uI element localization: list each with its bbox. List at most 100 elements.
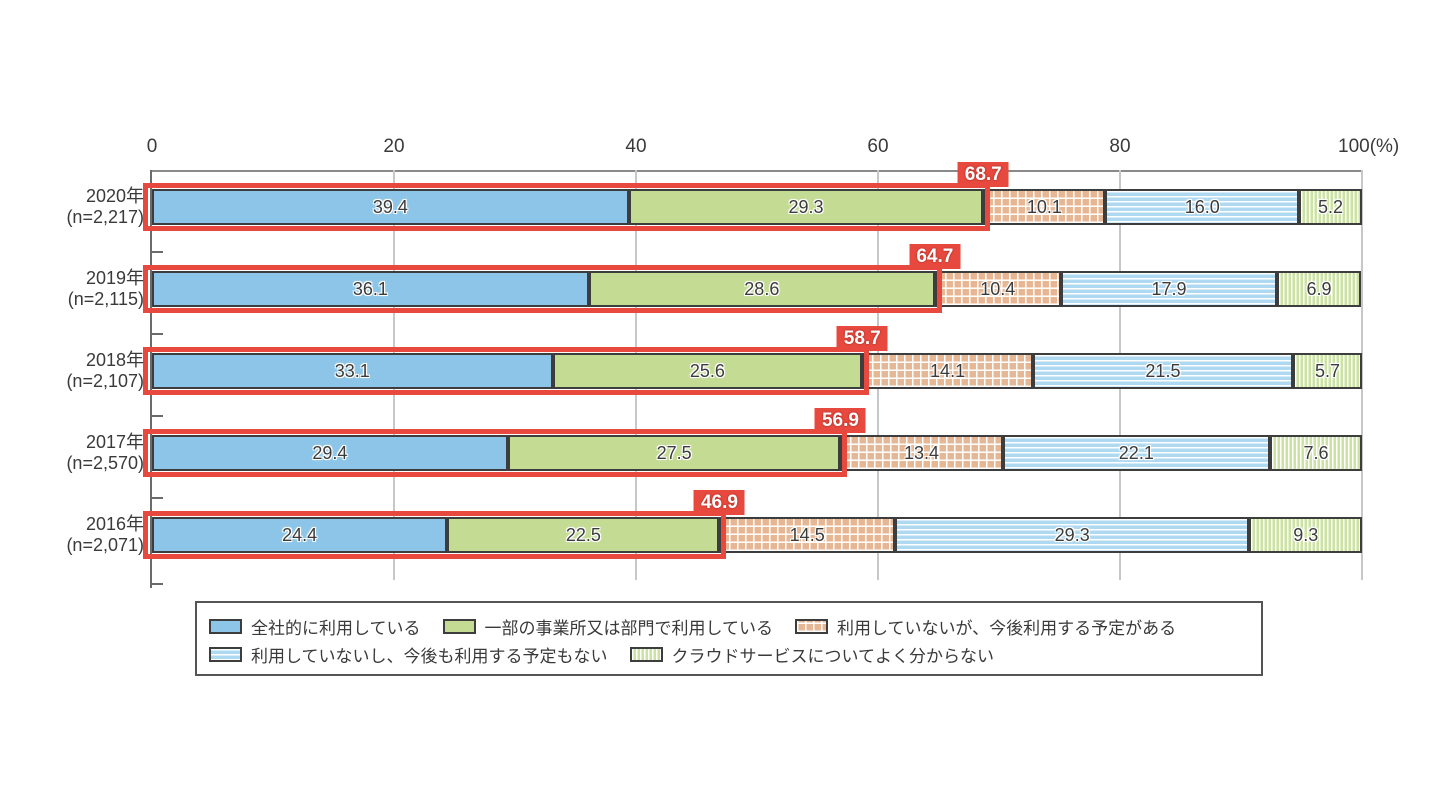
bar-segment-hstripe-blue: 29.3 bbox=[894, 517, 1250, 553]
bar-segment-cross-orange: 13.4 bbox=[840, 435, 1003, 471]
legend-swatch-vstripe-green bbox=[629, 646, 663, 662]
legend-item: 利用していないが、今後利用する予定がある bbox=[795, 614, 1176, 639]
legend-swatch-solid-blue bbox=[209, 618, 242, 634]
category-year: 2017年 bbox=[85, 432, 144, 452]
legend-item: 一部の事業所又は部門で利用している bbox=[442, 614, 774, 639]
category-sample-size: (n=2,570) bbox=[66, 453, 144, 473]
highlight-total-callout: 58.7 bbox=[836, 326, 888, 351]
bar-value-label: 7.6 bbox=[1303, 442, 1329, 463]
bar-segment-solid-green: 27.5 bbox=[507, 435, 841, 471]
highlight-box bbox=[143, 429, 848, 477]
gridline bbox=[1361, 170, 1363, 580]
bar-segment-solid-blue: 33.1 bbox=[152, 353, 553, 389]
x-axis-line bbox=[152, 170, 1362, 172]
legend-swatch-hstripe-blue bbox=[209, 646, 242, 662]
y-axis-line bbox=[150, 170, 152, 588]
x-axis-tick-label: 100(%) bbox=[1338, 136, 1400, 157]
category-label: 2020年 (n=2,217) bbox=[2, 186, 144, 228]
legend-swatch-solid-green bbox=[442, 618, 476, 634]
x-axis-tick-label: 20 bbox=[383, 136, 405, 157]
legend-label: クラウドサービスについてよく分からない bbox=[671, 646, 995, 666]
category-label: 2016年 (n=2,071) bbox=[2, 514, 144, 556]
highlight-total-callout: 46.9 bbox=[693, 490, 745, 515]
bar-value-label: 10.4 bbox=[980, 278, 1016, 299]
bar-segment-solid-green: 28.6 bbox=[588, 271, 935, 307]
highlight-box bbox=[143, 265, 942, 313]
bar-segment-cross-orange: 14.1 bbox=[862, 353, 1033, 389]
bar-segment-cross-orange: 14.5 bbox=[719, 517, 895, 553]
bar-value-label: 14.5 bbox=[789, 524, 825, 545]
legend: 全社的に利用している 一部の事業所又は部門で利用している 利用していないが、今後利用… bbox=[195, 601, 1263, 676]
bar-segment-solid-blue: 36.1 bbox=[152, 271, 589, 307]
y-axis-tick bbox=[152, 415, 163, 417]
highlight-box bbox=[143, 347, 870, 395]
bar-value-label: 21.5 bbox=[1145, 360, 1181, 381]
plot-area: 39.4 29.3 10.1 16.0 5.2 68.7 36.1 28.6 10.4 17.9 6… bbox=[143, 162, 1363, 588]
highlight-box bbox=[143, 511, 727, 559]
bar-value-label: 36.1 bbox=[352, 278, 388, 299]
bar-value-label: 22.5 bbox=[565, 524, 601, 545]
highlight-total-callout: 68.7 bbox=[957, 162, 1009, 187]
legend-label: 一部の事業所又は部門で利用している bbox=[484, 618, 774, 638]
bar-segment-vstripe-green: 5.2 bbox=[1299, 189, 1362, 225]
x-axis-tick-label: 60 bbox=[867, 136, 889, 157]
bar-segment-vstripe-green: 5.7 bbox=[1293, 353, 1362, 389]
category-year: 2018年 bbox=[85, 350, 144, 370]
bar-value-label: 5.2 bbox=[1318, 196, 1344, 217]
bar-segment-vstripe-green: 9.3 bbox=[1249, 517, 1362, 553]
x-axis-tick-label: 80 bbox=[1109, 136, 1131, 157]
legend-label: 利用していないし、今後も利用する予定もない bbox=[251, 646, 608, 666]
y-axis-tick bbox=[152, 333, 163, 335]
bar-value-label: 24.4 bbox=[282, 524, 318, 545]
category-year: 2016年 bbox=[85, 514, 144, 534]
bar-value-label: 29.3 bbox=[788, 196, 824, 217]
category-label: 2018年 (n=2,107) bbox=[2, 350, 144, 392]
category-sample-size: (n=2,115) bbox=[67, 289, 144, 309]
bar-value-label: 29.4 bbox=[312, 442, 348, 463]
bar-value-label: 9.3 bbox=[1293, 524, 1319, 545]
legend-row: 全社的に利用している 一部の事業所又は部門で利用している 利用していないが、今後利用… bbox=[209, 612, 1261, 640]
x-axis-tick-label: 40 bbox=[625, 136, 647, 157]
category-year: 2019年 bbox=[85, 268, 144, 288]
bar-segment-cross-orange: 10.4 bbox=[934, 271, 1061, 307]
legend-swatch-cross-orange bbox=[795, 618, 828, 634]
bar-value-label: 17.9 bbox=[1151, 278, 1187, 299]
bar-segment-solid-green: 29.3 bbox=[628, 189, 984, 225]
bar-segment-solid-blue: 24.4 bbox=[152, 517, 448, 553]
bar-value-label: 16.0 bbox=[1184, 196, 1220, 217]
bar-segment-hstripe-blue: 21.5 bbox=[1032, 353, 1294, 389]
bar-value-label: 28.6 bbox=[744, 278, 780, 299]
bar-value-label: 33.1 bbox=[334, 360, 370, 381]
x-axis-tick-label: 0 bbox=[146, 136, 158, 157]
category-sample-size: (n=2,071) bbox=[66, 535, 144, 555]
legend-item: 利用していないし、今後も利用する予定もない bbox=[209, 642, 608, 667]
legend-item: クラウドサービスについてよく分からない bbox=[629, 642, 995, 667]
bar-segment-solid-green: 22.5 bbox=[447, 517, 720, 553]
legend-label: 全社的に利用している bbox=[251, 618, 421, 638]
bar-value-label: 25.6 bbox=[689, 360, 725, 381]
bar-segment-hstripe-blue: 16.0 bbox=[1105, 189, 1300, 225]
bar-segment-vstripe-green: 7.6 bbox=[1270, 435, 1362, 471]
bar-segment-solid-blue: 39.4 bbox=[152, 189, 629, 225]
y-axis-tick bbox=[152, 251, 163, 253]
category-label: 2019年 (n=2,115) bbox=[2, 268, 144, 310]
category-sample-size: (n=2,107) bbox=[66, 371, 144, 391]
category-label: 2017年 (n=2,570) bbox=[2, 432, 144, 474]
legend-label: 利用していないが、今後利用する予定がある bbox=[837, 618, 1177, 638]
bar-value-label: 29.3 bbox=[1054, 524, 1090, 545]
bar-segment-solid-green: 25.6 bbox=[552, 353, 863, 389]
bar-value-label: 5.7 bbox=[1314, 360, 1341, 381]
bar-value-label: 14.1 bbox=[930, 360, 966, 381]
bar-value-label: 39.4 bbox=[372, 196, 408, 217]
bar-value-label: 22.1 bbox=[1118, 442, 1154, 463]
highlight-box bbox=[143, 183, 991, 231]
bar-value-label: 10.1 bbox=[1026, 196, 1062, 217]
highlight-total-callout: 64.7 bbox=[909, 244, 961, 269]
bar-segment-hstripe-blue: 17.9 bbox=[1060, 271, 1278, 307]
bar-value-label: 13.4 bbox=[904, 442, 940, 463]
bar-value-label: 27.5 bbox=[656, 442, 692, 463]
bar-value-label: 6.9 bbox=[1306, 278, 1332, 299]
y-axis-tick bbox=[152, 583, 163, 585]
legend-item: 全社的に利用している bbox=[209, 614, 421, 639]
